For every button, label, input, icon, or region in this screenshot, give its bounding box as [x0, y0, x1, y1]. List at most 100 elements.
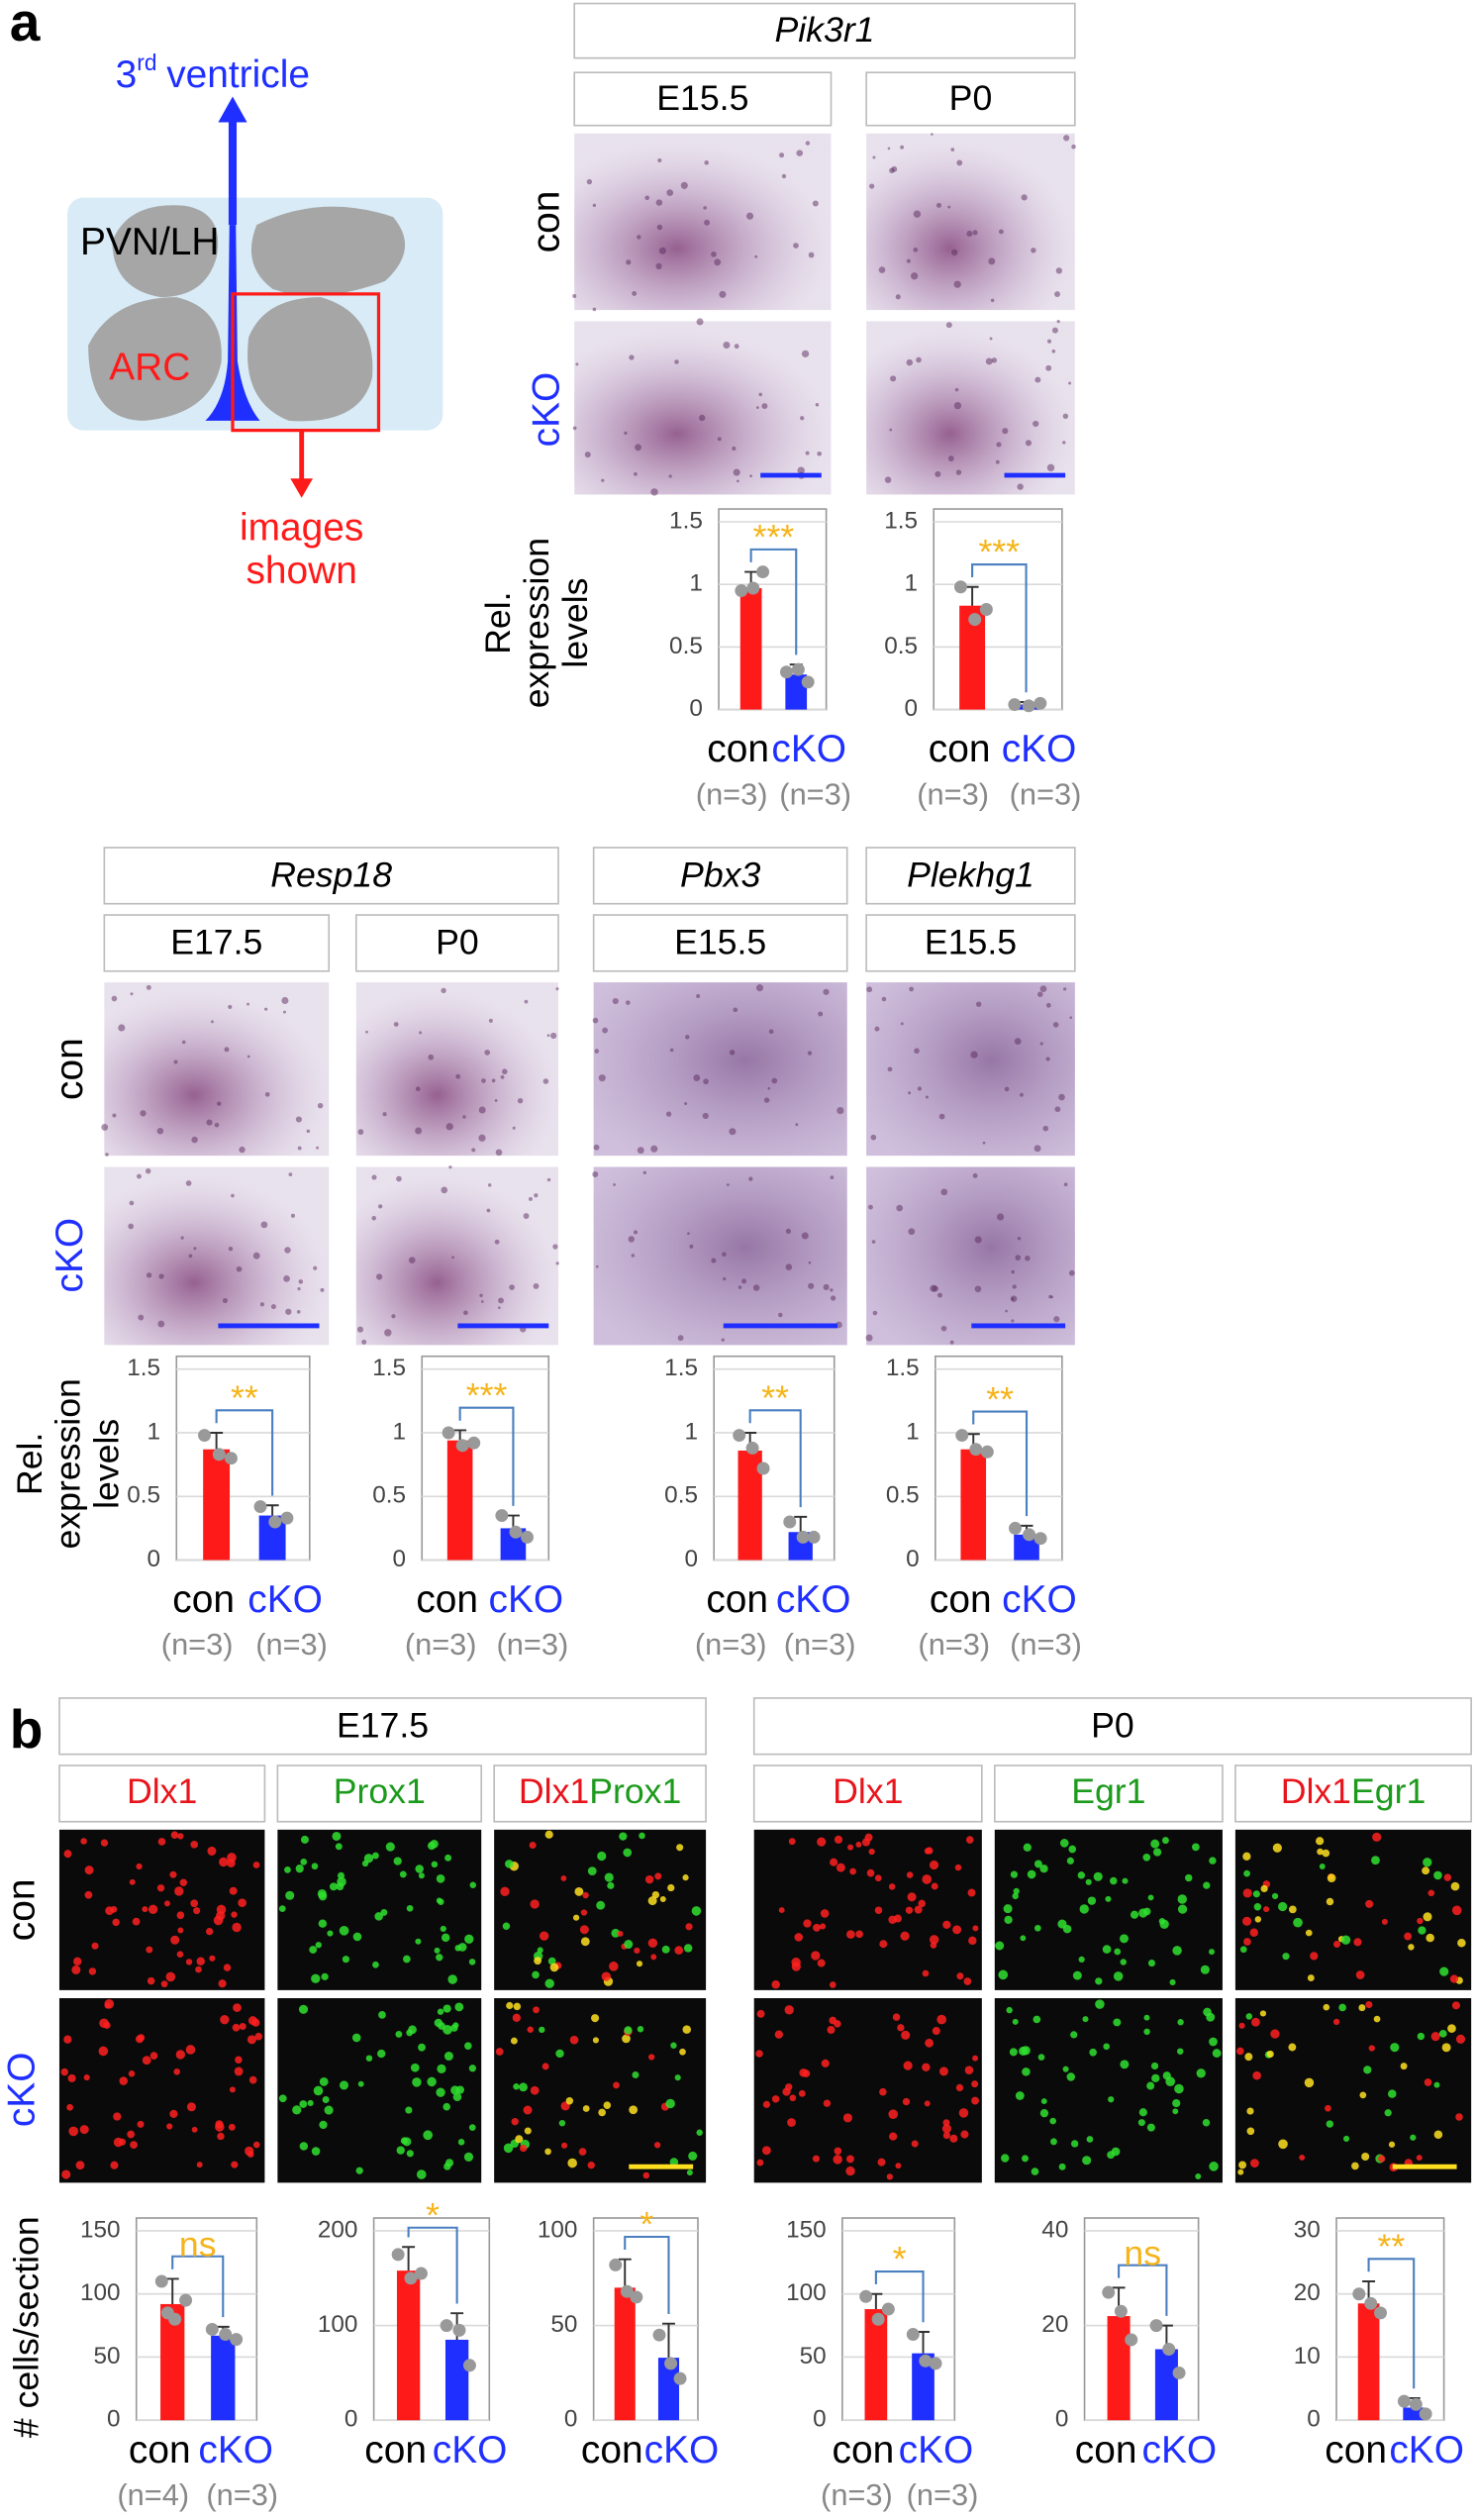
- cell-dot: [245, 2146, 254, 2157]
- stain-speck: [749, 474, 752, 478]
- error-bar: [506, 1514, 520, 1529]
- cell-dot: [406, 1904, 414, 1912]
- n-label: (n=4): [117, 2477, 189, 2512]
- category-label: con: [706, 1578, 768, 1621]
- bar: [864, 2309, 888, 2421]
- bar: [446, 1440, 473, 1561]
- stain-speck: [644, 195, 650, 201]
- cell-dot: [215, 2122, 225, 2132]
- cell-dot: [468, 1959, 476, 1966]
- cell-dot: [941, 2124, 952, 2134]
- cell-dot: [569, 2035, 579, 2045]
- stain-speck: [283, 1010, 286, 1014]
- cell-dot: [1177, 1904, 1188, 1914]
- cell-dot: [169, 1870, 177, 1878]
- stain-speck: [737, 479, 739, 483]
- micrograph-stain: [866, 133, 1075, 311]
- data-point: [756, 565, 770, 579]
- cell-dot: [228, 2123, 236, 2131]
- cell-dot: [318, 1891, 328, 1901]
- marker-header: Dlx1Egr1: [1281, 1772, 1427, 1812]
- y-tick-label: 1: [393, 1418, 407, 1445]
- cell-dot: [911, 2140, 919, 2148]
- cell-dot: [958, 2108, 969, 2118]
- cell-dot: [1427, 1889, 1435, 1897]
- cell-dot: [682, 2025, 692, 2034]
- cell-dot: [252, 2141, 260, 2149]
- bar: [1403, 2407, 1426, 2421]
- cell-dot: [532, 1970, 540, 1979]
- stain-speck: [768, 1029, 774, 1035]
- cell-dot: [1249, 1928, 1258, 1937]
- marker-name: Egr1: [1351, 1772, 1426, 1812]
- stain-speck: [808, 1282, 815, 1289]
- error-bar: [453, 1429, 467, 1441]
- n-label: (n=3): [821, 2477, 893, 2512]
- y-tick-label: 0: [1055, 2406, 1069, 2433]
- n-label: (n=3): [497, 1627, 569, 1662]
- cell-dot: [444, 1854, 452, 1862]
- cell-dot: [1368, 2045, 1375, 2052]
- cell-dot: [418, 2043, 426, 2052]
- stain-speck: [594, 1049, 600, 1054]
- cell-dot: [396, 2146, 405, 2155]
- y-tick-label: 0: [107, 2406, 121, 2433]
- cell-dot: [63, 1850, 72, 1859]
- y-tick-label: 0: [904, 695, 918, 722]
- significance-label: ***: [753, 518, 795, 557]
- cell-dot: [1087, 1896, 1097, 1905]
- stain-speck: [785, 1228, 791, 1235]
- cell-dot: [1236, 2047, 1244, 2056]
- stain-speck: [1058, 1093, 1065, 1101]
- error-bar: [210, 1432, 224, 1450]
- cell-dot: [834, 2020, 841, 2028]
- stain-speck: [378, 1204, 383, 1209]
- cell-dot: [1390, 2043, 1400, 2053]
- cell-dot: [1319, 1864, 1326, 1869]
- cell-dot: [942, 2131, 950, 2140]
- stain-speck: [396, 1175, 402, 1182]
- stain-speck: [778, 1312, 783, 1318]
- data-point: [630, 2290, 643, 2304]
- cell-dot: [622, 2034, 631, 2044]
- stage-header-box: [573, 71, 833, 127]
- data-point: [179, 2293, 193, 2307]
- micrograph-stain: [593, 1166, 847, 1346]
- cell-dot: [1150, 1839, 1160, 1849]
- cell-dot: [185, 2045, 196, 2055]
- stain-speck: [509, 1284, 515, 1290]
- cell-dot: [1009, 2048, 1018, 2057]
- cell-dot: [452, 2092, 462, 2102]
- row-label: con: [49, 1038, 91, 1100]
- bar: [657, 2358, 680, 2421]
- stain-speck: [685, 1035, 690, 1040]
- cell-dot: [574, 1886, 584, 1896]
- cell-dot: [1077, 1871, 1086, 1879]
- data-point: [620, 2284, 634, 2298]
- cell-dot: [1195, 2173, 1202, 2179]
- gene-header-box: [592, 847, 848, 905]
- stain-speck: [797, 466, 805, 474]
- stain-speck: [1063, 1182, 1068, 1187]
- y-tick-label: 0.5: [884, 633, 918, 659]
- lobe: [112, 205, 219, 298]
- cell-dot: [174, 1886, 184, 1896]
- stain-speck: [629, 354, 635, 360]
- cell-dot: [647, 1896, 657, 1906]
- cell-dot: [932, 2027, 940, 2036]
- data-point: [1033, 696, 1047, 710]
- marker-header: Prox1: [334, 1772, 426, 1812]
- cell-dot: [1012, 2018, 1019, 2025]
- cell-dot: [443, 2102, 450, 2111]
- cell-dot: [1143, 2028, 1150, 2036]
- micrograph: [1234, 1998, 1472, 2183]
- cell-dot: [611, 1928, 621, 1938]
- stain-speck: [491, 1078, 496, 1083]
- y-tick-label: 100: [318, 2311, 358, 2338]
- stain-speck: [657, 157, 662, 163]
- cell-dot: [539, 1931, 549, 1941]
- cell-dot: [771, 2095, 780, 2103]
- stain-speck: [755, 984, 764, 992]
- stain-speck: [634, 471, 638, 476]
- cell-dot: [956, 1972, 964, 1980]
